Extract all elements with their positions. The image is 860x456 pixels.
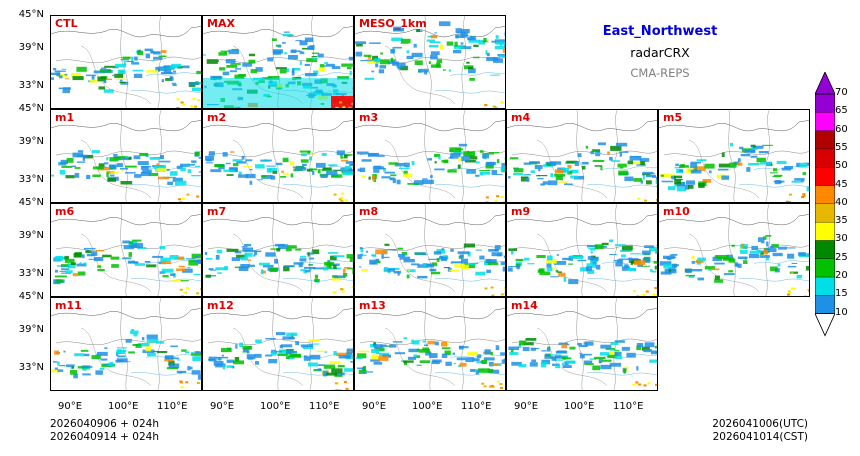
map-panel-m1: m1 [50, 109, 202, 203]
lat-label: 45°N [18, 197, 44, 208]
lon-label: 110°E [157, 401, 188, 412]
colorbar-segment [815, 185, 835, 204]
valid-utc: 2026041006(UTC) [712, 418, 808, 430]
panel-label: m12 [207, 299, 234, 312]
colorbar-segment [815, 258, 835, 278]
lat-label: 33°N [18, 174, 44, 185]
map-panel-m4: m4 [506, 109, 658, 203]
map-panel-meso-1km: MESO_1km [354, 15, 506, 109]
lon-label: 100°E [412, 401, 443, 412]
colorbar-segment [815, 167, 835, 186]
lon-label: 90°E [58, 401, 83, 412]
colorbar-tick: 40 [835, 196, 848, 208]
init-cst: 2026040914 + 024h [50, 431, 159, 443]
map-panel-m7: m7 [202, 203, 354, 297]
lat-label: 45°N [18, 9, 44, 20]
colorbar-tick: 70 [835, 87, 848, 98]
variable-title: radarCRX [630, 45, 690, 60]
map-panel-m14: m14 [506, 297, 658, 391]
map-panel-m9: m9 [506, 203, 658, 297]
map-panel-m5: m5 [658, 109, 810, 203]
colorbar-segment [815, 240, 835, 259]
panel-label: MAX [207, 17, 235, 30]
lon-label: 110°E [461, 401, 492, 412]
lat-label: 33°N [18, 268, 44, 279]
lat-label: 33°N [18, 80, 44, 91]
colorbar-tick: 10 [835, 306, 848, 318]
panel-label: m3 [359, 111, 379, 124]
lon-label: 110°E [309, 401, 340, 412]
panel-label: m1 [55, 111, 75, 124]
colorbar-tick: 45 [835, 178, 848, 190]
region-title: East_Northwest [602, 24, 718, 39]
lat-label: 39°N [18, 324, 44, 335]
valid-cst: 2026041014(CST) [712, 431, 808, 443]
init-utc: 2026040906 + 024h [50, 418, 159, 430]
map-panel-m3: m3 [354, 109, 506, 203]
colorbar-segment [815, 93, 835, 113]
panel-label: m4 [511, 111, 531, 124]
system-title: CMA-REPS [630, 66, 690, 80]
panel-label: m10 [663, 205, 690, 218]
panel-label: m13 [359, 299, 386, 312]
colorbar-tick: 55 [835, 141, 848, 153]
init-time: 2026040906 + 024h 2026040914 + 024h [50, 418, 159, 444]
lat-label: 45°N [18, 291, 44, 302]
map-panel-m12: m12 [202, 297, 354, 391]
map-panel-m8: m8 [354, 203, 506, 297]
map-panel-max: MAX [202, 15, 354, 109]
valid-time: 2026041006(UTC) 2026041014(CST) [640, 418, 808, 444]
map-panel-m6: m6 [50, 203, 202, 297]
colorbar-tick: 20 [835, 270, 848, 281]
panel-label: m8 [359, 205, 379, 218]
lat-label: 39°N [18, 230, 44, 241]
panel-label: MESO_1km [359, 17, 427, 30]
panel-label: m7 [207, 205, 227, 218]
lon-label: 90°E [514, 401, 539, 412]
colorbar-tick: 15 [835, 288, 848, 300]
lon-label: 100°E [108, 401, 139, 412]
panel-label: m14 [511, 299, 538, 312]
panel-label: m6 [55, 205, 75, 218]
map-panel-m2: m2 [202, 109, 354, 203]
colorbar [815, 72, 835, 337]
panel-label: m5 [663, 111, 683, 124]
colorbar-segment [815, 221, 835, 241]
lat-label: 33°N [18, 362, 44, 373]
colorbar-segment [815, 276, 835, 296]
lon-label: 100°E [564, 401, 595, 412]
colorbar-tick: 30 [835, 233, 848, 245]
colorbar-segment [815, 130, 835, 150]
colorbar-tick: 60 [835, 123, 848, 135]
panel-label: m11 [55, 299, 82, 312]
colorbar-segment [815, 148, 835, 168]
colorbar-tick: 50 [835, 160, 848, 172]
colorbar-segment [815, 295, 835, 314]
colorbar-segment [815, 203, 835, 223]
colorbar-tick: 65 [835, 105, 848, 117]
lon-label: 90°E [210, 401, 235, 412]
colorbar-segment [815, 112, 835, 131]
lat-label: 39°N [18, 136, 44, 147]
lon-label: 100°E [260, 401, 291, 412]
lat-label: 45°N [18, 103, 44, 114]
lat-label: 39°N [18, 42, 44, 53]
lon-label: 90°E [362, 401, 387, 412]
lon-label: 110°E [613, 401, 644, 412]
colorbar-tick: 25 [835, 251, 848, 263]
map-panel-m13: m13 [354, 297, 506, 391]
panel-label: m9 [511, 205, 531, 218]
map-panel-m11: m11 [50, 297, 202, 391]
panel-label: CTL [55, 17, 78, 30]
panel-label: m2 [207, 111, 227, 124]
map-panel-m10: m10 [658, 203, 810, 297]
map-panel-ctl: CTL [50, 15, 202, 109]
colorbar-tick: 35 [835, 215, 848, 227]
